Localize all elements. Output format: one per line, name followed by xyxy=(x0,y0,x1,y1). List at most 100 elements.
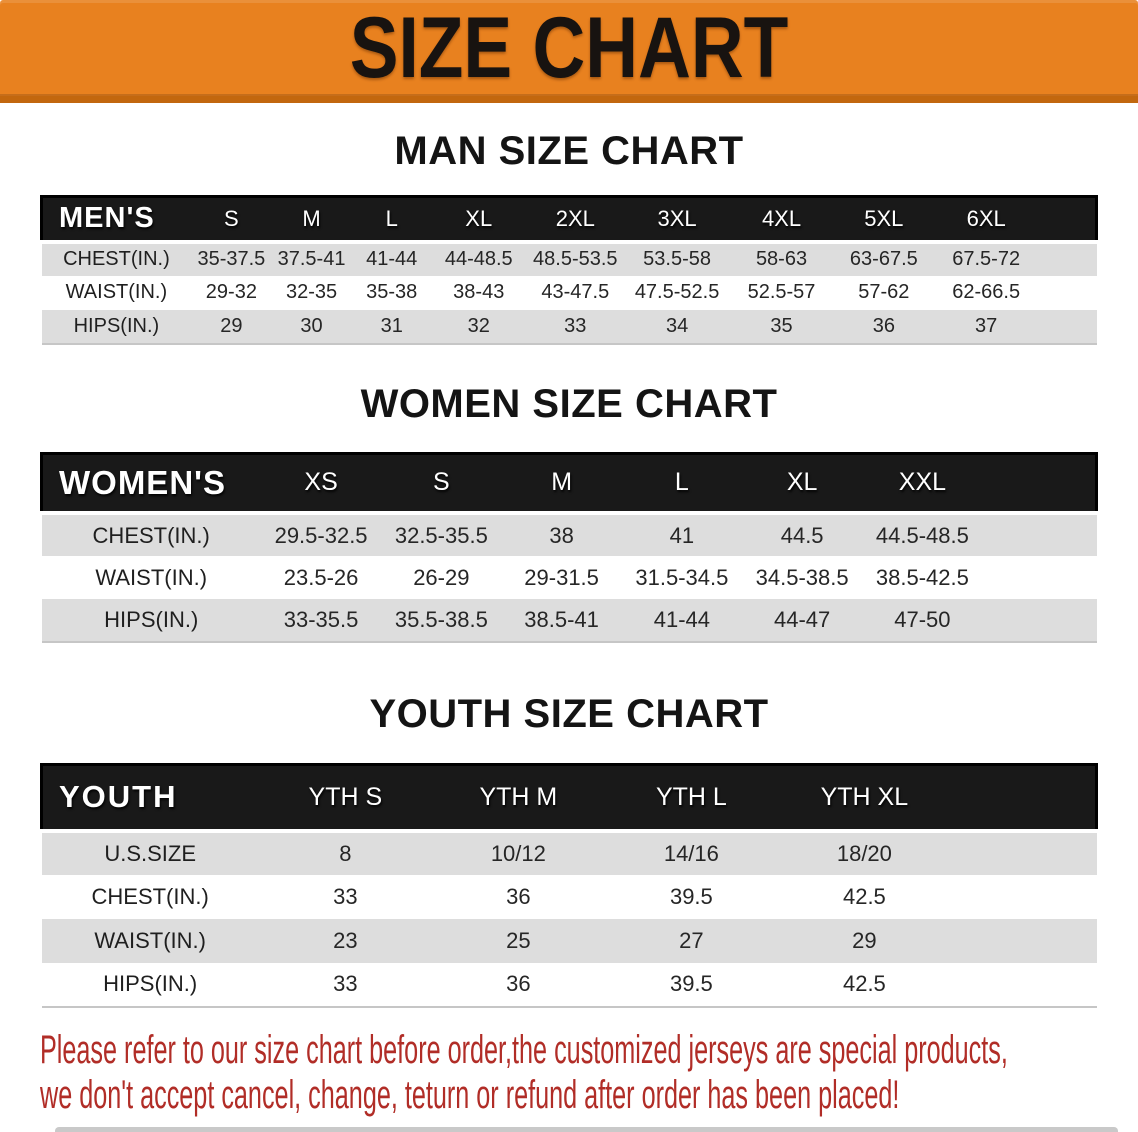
table-row: HIPS(IN.) 33 36 39.5 42.5 xyxy=(41,962,1097,1008)
table-header-label: YOUTH xyxy=(39,763,259,832)
table-row: WAIST(IN.) 29-32 32-35 35-38 38-43 43-47.5 47.… xyxy=(41,275,1097,310)
table-row: U.S.SIZE 8 10/12 14/16 18/20 xyxy=(41,828,1097,875)
measurement-value: 53.5-58 xyxy=(624,239,730,276)
measurement-value: 33 xyxy=(525,309,625,345)
measurement-value: 52.5-57 xyxy=(747,281,816,303)
size-column-header: S xyxy=(381,451,502,515)
measurement-value: 37 xyxy=(933,309,1039,345)
size-column-header: XL xyxy=(431,195,526,243)
measurement-value: 14/16 xyxy=(604,828,778,875)
size-column-header: XS xyxy=(260,451,382,515)
measurement-value: 35-38 xyxy=(366,281,418,303)
measurement-value: 32.5-35.5 xyxy=(381,511,502,556)
measurement-value: 44.5 xyxy=(742,511,863,556)
size-column-header: 6XL xyxy=(933,195,1039,243)
size-column-header: M xyxy=(501,451,622,515)
table-header-row: WOMEN'S XS S M L XL XXL xyxy=(39,451,1098,515)
table-row: HIPS(IN.) 33-35.5 35.5-38.5 38.5-41 41-44 44-… xyxy=(41,599,1097,643)
measurement-value: 58-63 xyxy=(729,239,834,276)
table-row: WAIST(IN.) 23.5-26 26-29 29-31.5 31.5-34.5 34… xyxy=(41,556,1097,599)
spacer-cell xyxy=(1038,276,1096,310)
size-column-header: YTH S xyxy=(258,763,432,832)
table-header-label: WOMEN'S xyxy=(39,451,261,515)
measurement-value: 44-48.5 xyxy=(431,239,526,276)
measurement-value: 36 xyxy=(833,309,934,345)
measurement-value: 38-43 xyxy=(453,281,505,303)
measurement-value: 26-29 xyxy=(413,564,470,590)
size-column-header: L xyxy=(621,451,742,515)
table-row: HIPS(IN.) 29 30 31 32 33 34 35 36 37 xyxy=(41,309,1097,345)
table-row: CHEST(IN.) 35-37.5 37.5-41 41-44 44-48.5 48.5… xyxy=(41,239,1097,276)
measurement-value: 38 xyxy=(501,511,622,556)
measurement-value: 34.5-38.5 xyxy=(755,564,849,590)
measurement-value: 29-31.5 xyxy=(524,564,599,590)
men-section-title: MAN SIZE CHART xyxy=(394,129,744,173)
spacer-cell xyxy=(1038,239,1097,276)
measurement-label: CHEST(IN.) xyxy=(41,511,261,556)
measurement-value: 8 xyxy=(258,828,432,875)
youth-size-table: YOUTH YTH S YTH M YTH L YTH XL U.S.SIZE 8 10/12… xyxy=(39,763,1098,1008)
measurement-value: 38.5-42.5 xyxy=(875,564,969,590)
spacer-cell xyxy=(982,511,1097,556)
women-size-table: WOMEN'S XS S M L XL XXL CHEST(IN.) 29.5-32.5 32.5… xyxy=(39,451,1098,643)
measurement-value: 47-50 xyxy=(862,599,983,643)
measurement-value: 41 xyxy=(621,511,742,556)
youth-section-title: YOUTH SIZE CHART xyxy=(369,692,769,736)
measurement-value: 44-47 xyxy=(742,599,863,643)
measurement-value: 43-47.5 xyxy=(541,281,610,303)
measurement-value: 23 xyxy=(333,927,358,953)
size-chart-banner: SIZE CHART xyxy=(0,0,1138,103)
measurement-value: 47.5-52.5 xyxy=(634,281,720,303)
measurement-value: 36 xyxy=(431,962,605,1008)
measurement-value: 18/20 xyxy=(777,828,951,875)
spacer-cell xyxy=(983,556,1097,599)
size-chart-banner-title: SIZE CHART xyxy=(349,0,789,96)
measurement-value: 48.5-53.5 xyxy=(525,239,625,276)
measurement-value: 44.5-48.5 xyxy=(862,511,983,556)
measurement-value: 35 xyxy=(729,309,834,345)
size-column-header: YTH L xyxy=(604,763,778,832)
measurement-value: 32 xyxy=(431,309,526,345)
size-column-header: XL xyxy=(742,451,863,515)
measurement-value: 32-35 xyxy=(285,281,338,303)
measurement-value: 39.5 xyxy=(604,962,778,1008)
spacer-cell xyxy=(982,451,1098,515)
measurement-value: 10/12 xyxy=(431,828,605,875)
spacer-cell xyxy=(950,828,1097,875)
table-header-row: YOUTH YTH S YTH M YTH L YTH XL xyxy=(39,763,1098,832)
size-column-header: 5XL xyxy=(833,195,934,243)
measurement-label: WAIST(IN.) xyxy=(95,564,208,590)
size-column-header: 4XL xyxy=(729,195,834,243)
spacer-cell xyxy=(1038,309,1097,345)
men-size-table: MEN'S S M L XL 2XL 3XL 4XL 5XL 6XL CHEST(IN.) 35-37… xyxy=(40,195,1099,345)
measurement-value: 29 xyxy=(191,309,272,345)
measurement-value: 57-62 xyxy=(858,281,910,303)
measurement-label: WAIST(IN.) xyxy=(65,281,168,303)
measurement-label: HIPS(IN.) xyxy=(41,309,192,345)
size-column-header: YTH M xyxy=(431,763,605,832)
measurement-value: 34 xyxy=(624,309,730,345)
measurement-label: CHEST(IN.) xyxy=(41,239,192,276)
spacer-cell xyxy=(951,919,1097,963)
table-row: WAIST(IN.) 23 25 27 29 xyxy=(41,918,1097,963)
measurement-value: 31.5-34.5 xyxy=(635,564,729,590)
spacer-cell xyxy=(950,763,1098,832)
youth-size-section: YOUTH SIZE CHART YOUTH YTH S YTH M YTH L YTH… xyxy=(0,691,1138,1008)
measurement-value: 33 xyxy=(258,962,432,1008)
measurement-value: 27 xyxy=(679,927,704,953)
measurement-value: 41-44 xyxy=(621,599,742,643)
measurement-value: 30 xyxy=(271,309,352,345)
spacer-cell xyxy=(951,875,1097,919)
measurement-label: CHEST(IN.) xyxy=(91,883,209,909)
measurement-label: HIPS(IN.) xyxy=(41,962,259,1008)
size-column-header: L xyxy=(351,195,432,243)
spacer-cell xyxy=(1038,195,1099,243)
measurement-value: 29.5-32.5 xyxy=(260,511,382,556)
measurement-label: WAIST(IN.) xyxy=(94,927,206,953)
measurement-value: 29 xyxy=(852,927,877,953)
order-disclaimer: Please refer to our size chart before or… xyxy=(40,1028,1138,1118)
measurement-value: 62-66.5 xyxy=(952,281,1021,303)
size-column-header: M xyxy=(271,195,352,243)
measurement-value: 42.5 xyxy=(842,883,886,909)
measurement-value: 29-32 xyxy=(205,281,257,303)
